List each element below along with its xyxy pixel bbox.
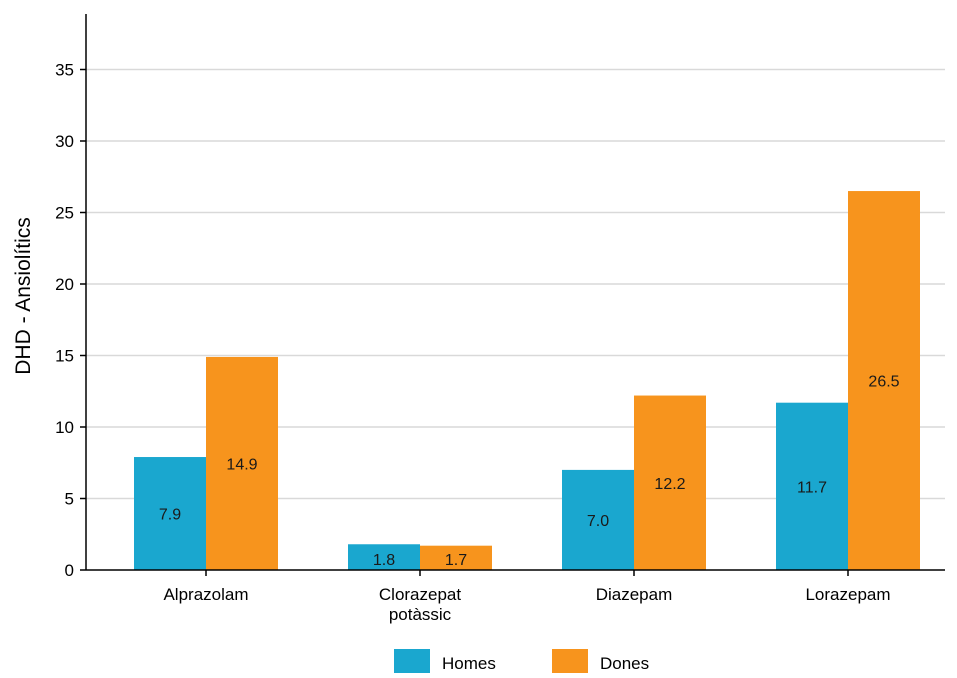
data-label: 1.7 bbox=[445, 552, 467, 569]
legend-label: Homes bbox=[442, 654, 496, 673]
bar-dones bbox=[634, 395, 706, 570]
x-tick-label: Alprazolam bbox=[163, 585, 248, 604]
y-tick-label: 0 bbox=[65, 561, 74, 580]
x-tick-label: Lorazepam bbox=[805, 585, 890, 604]
legend-swatch-homes bbox=[394, 649, 430, 673]
y-tick-label: 25 bbox=[55, 204, 74, 223]
bar-homes bbox=[348, 544, 420, 570]
data-label: 26.5 bbox=[868, 374, 899, 391]
y-axis-title: DHD - Ansiolítics bbox=[12, 217, 35, 375]
x-tick-label-line: Clorazepat bbox=[379, 585, 461, 604]
x-tick-label-line: Diazepam bbox=[596, 585, 673, 604]
bar-homes bbox=[776, 402, 848, 570]
x-tick-label: Diazepam bbox=[596, 585, 673, 604]
y-tick-label: 20 bbox=[55, 275, 74, 294]
y-tick-label: 5 bbox=[65, 490, 74, 509]
data-label: 7.0 bbox=[587, 513, 609, 530]
y-tick-label: 15 bbox=[55, 347, 74, 366]
data-label: 7.9 bbox=[159, 507, 181, 524]
bar-homes bbox=[562, 469, 634, 570]
bar-dones bbox=[206, 356, 278, 570]
data-label: 11.7 bbox=[797, 479, 827, 496]
bar-dones bbox=[420, 545, 492, 570]
legend-swatch-dones bbox=[552, 649, 588, 673]
bar-homes bbox=[134, 457, 206, 570]
y-tick-label: 30 bbox=[55, 132, 74, 151]
axes: 0 5 10 15 20 25 30 35 Alprazolam Clorazepat potàss… bbox=[55, 14, 945, 624]
data-labels: 7.9 14.9 1.8 1.7 7.0 12.2 11.7 26.5 bbox=[159, 374, 900, 569]
data-label: 14.9 bbox=[226, 456, 257, 473]
legend-label: Dones bbox=[600, 654, 649, 673]
x-tick-label-line: Alprazolam bbox=[163, 585, 248, 604]
y-tick-label: 35 bbox=[55, 61, 74, 80]
x-tick-label: Clorazepat potàssic bbox=[379, 585, 461, 624]
x-tick-label-line: potàssic bbox=[389, 605, 452, 624]
bars bbox=[134, 191, 920, 571]
data-label: 1.8 bbox=[373, 552, 395, 569]
legend: Homes Dones bbox=[394, 649, 649, 673]
x-tick-label-line: Lorazepam bbox=[805, 585, 890, 604]
y-tick-label: 10 bbox=[55, 418, 74, 437]
data-label: 12.2 bbox=[654, 476, 685, 493]
bar-dones bbox=[848, 191, 920, 571]
